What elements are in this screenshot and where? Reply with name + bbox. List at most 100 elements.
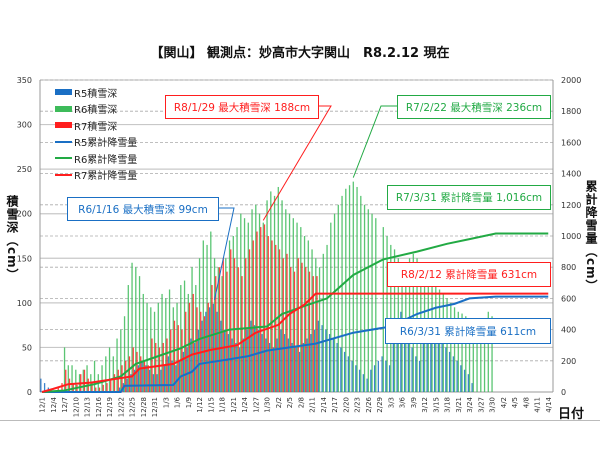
bar-2 <box>106 383 108 392</box>
bar-1 <box>318 267 321 392</box>
cumulative-line-1 <box>41 232 549 393</box>
x-tick-label: 1/3 <box>162 397 170 408</box>
bar-0 <box>460 365 462 392</box>
bar-1 <box>165 298 167 392</box>
bar-0 <box>295 347 297 392</box>
y-left-tick-label: 0 <box>27 388 32 397</box>
bar-1 <box>146 302 148 392</box>
y-left-tick-label: 350 <box>17 76 32 85</box>
bar-1 <box>210 231 212 392</box>
bar-1 <box>285 209 287 392</box>
bar-1 <box>232 236 234 392</box>
annotation-r6-cumulative: R6/3/31 累計降雪量 611cm <box>385 318 551 344</box>
legend-item: R6積雪深 <box>55 101 137 118</box>
y-left-tick-label: 250 <box>17 165 32 174</box>
legend-line <box>55 157 72 160</box>
bar-0 <box>456 360 458 392</box>
x-tick-label: 3/3 <box>387 397 395 408</box>
bar-1 <box>243 218 246 392</box>
x-tick-label: 3/15 <box>432 397 440 413</box>
bar-1 <box>255 204 257 392</box>
cumulative-line-0 <box>42 295 549 393</box>
bar-2 <box>256 231 258 392</box>
bar-2 <box>65 369 67 392</box>
bar-1 <box>105 356 107 392</box>
bar-2 <box>226 271 228 392</box>
bar-1 <box>135 267 137 392</box>
bar-0 <box>392 338 394 392</box>
x-tick-label: 12/13 <box>84 397 92 417</box>
bar-0 <box>253 325 256 392</box>
bar-1 <box>112 356 114 392</box>
x-tick-label: 12/10 <box>72 397 80 417</box>
y-right-tick-label: 1400 <box>561 170 581 179</box>
bar-2 <box>290 267 292 392</box>
bar-1 <box>198 258 201 392</box>
bar-0 <box>148 369 151 392</box>
x-tick-label: 4/11 <box>534 397 542 413</box>
x-tick-label: 3/30 <box>489 397 497 413</box>
legend-label: R6累計降雪量 <box>74 154 138 166</box>
bar-2 <box>117 369 119 392</box>
bar-0 <box>190 338 192 392</box>
x-tick-label: 4/2 <box>500 397 508 408</box>
bar-2 <box>113 374 116 392</box>
bar-0 <box>336 342 338 392</box>
bar-0 <box>280 329 282 392</box>
bar-0 <box>283 334 286 392</box>
bar-1 <box>311 249 313 392</box>
bar-0 <box>433 325 436 392</box>
bar-1 <box>262 222 264 392</box>
bar-0 <box>310 334 312 392</box>
bar-1 <box>487 311 489 392</box>
bar-1 <box>228 240 231 392</box>
bar-1 <box>191 267 193 392</box>
bar-2 <box>305 267 307 392</box>
bar-2 <box>147 365 149 392</box>
bar-2 <box>110 378 112 392</box>
bar-0 <box>193 342 196 392</box>
bar-2 <box>211 285 213 392</box>
bar-1 <box>472 325 474 392</box>
y-right-tick-label: 1600 <box>561 138 581 147</box>
bar-0 <box>227 334 229 392</box>
bar-1 <box>453 307 456 392</box>
bar-2 <box>312 276 314 392</box>
bar-0 <box>171 360 173 392</box>
bar-0 <box>388 365 391 392</box>
bar-0 <box>133 369 136 392</box>
bar-0 <box>265 338 267 392</box>
x-tick-label: 1/27 <box>252 397 260 413</box>
bar-0 <box>152 374 154 392</box>
bar-0 <box>118 387 121 392</box>
divider <box>0 420 600 421</box>
bar-2 <box>267 236 269 392</box>
bar-0 <box>471 383 473 392</box>
bar-1 <box>333 213 336 392</box>
bar-0 <box>426 329 428 392</box>
bar-0 <box>43 383 46 392</box>
bar-2 <box>260 227 262 392</box>
bar-0 <box>156 374 158 392</box>
bar-0 <box>130 374 132 392</box>
bar-2 <box>162 342 164 392</box>
bar-0 <box>261 334 263 392</box>
bar-0 <box>377 360 379 392</box>
bar-0 <box>448 351 451 392</box>
bar-1 <box>236 227 238 392</box>
bar-0 <box>358 369 361 392</box>
bar-2 <box>241 276 243 392</box>
bar-2 <box>151 338 153 392</box>
bar-1 <box>176 302 178 392</box>
cumulative-line-2 <box>41 292 549 393</box>
bar-0 <box>298 351 301 392</box>
bar-0 <box>272 347 274 392</box>
bar-0 <box>366 378 368 392</box>
bar-0 <box>238 347 241 392</box>
legend-swatch <box>55 89 72 96</box>
bar-0 <box>385 360 387 392</box>
bar-0 <box>347 356 349 392</box>
bar-1 <box>348 185 351 392</box>
bar-1 <box>108 347 111 392</box>
x-tick-label: 12/22 <box>117 397 125 417</box>
